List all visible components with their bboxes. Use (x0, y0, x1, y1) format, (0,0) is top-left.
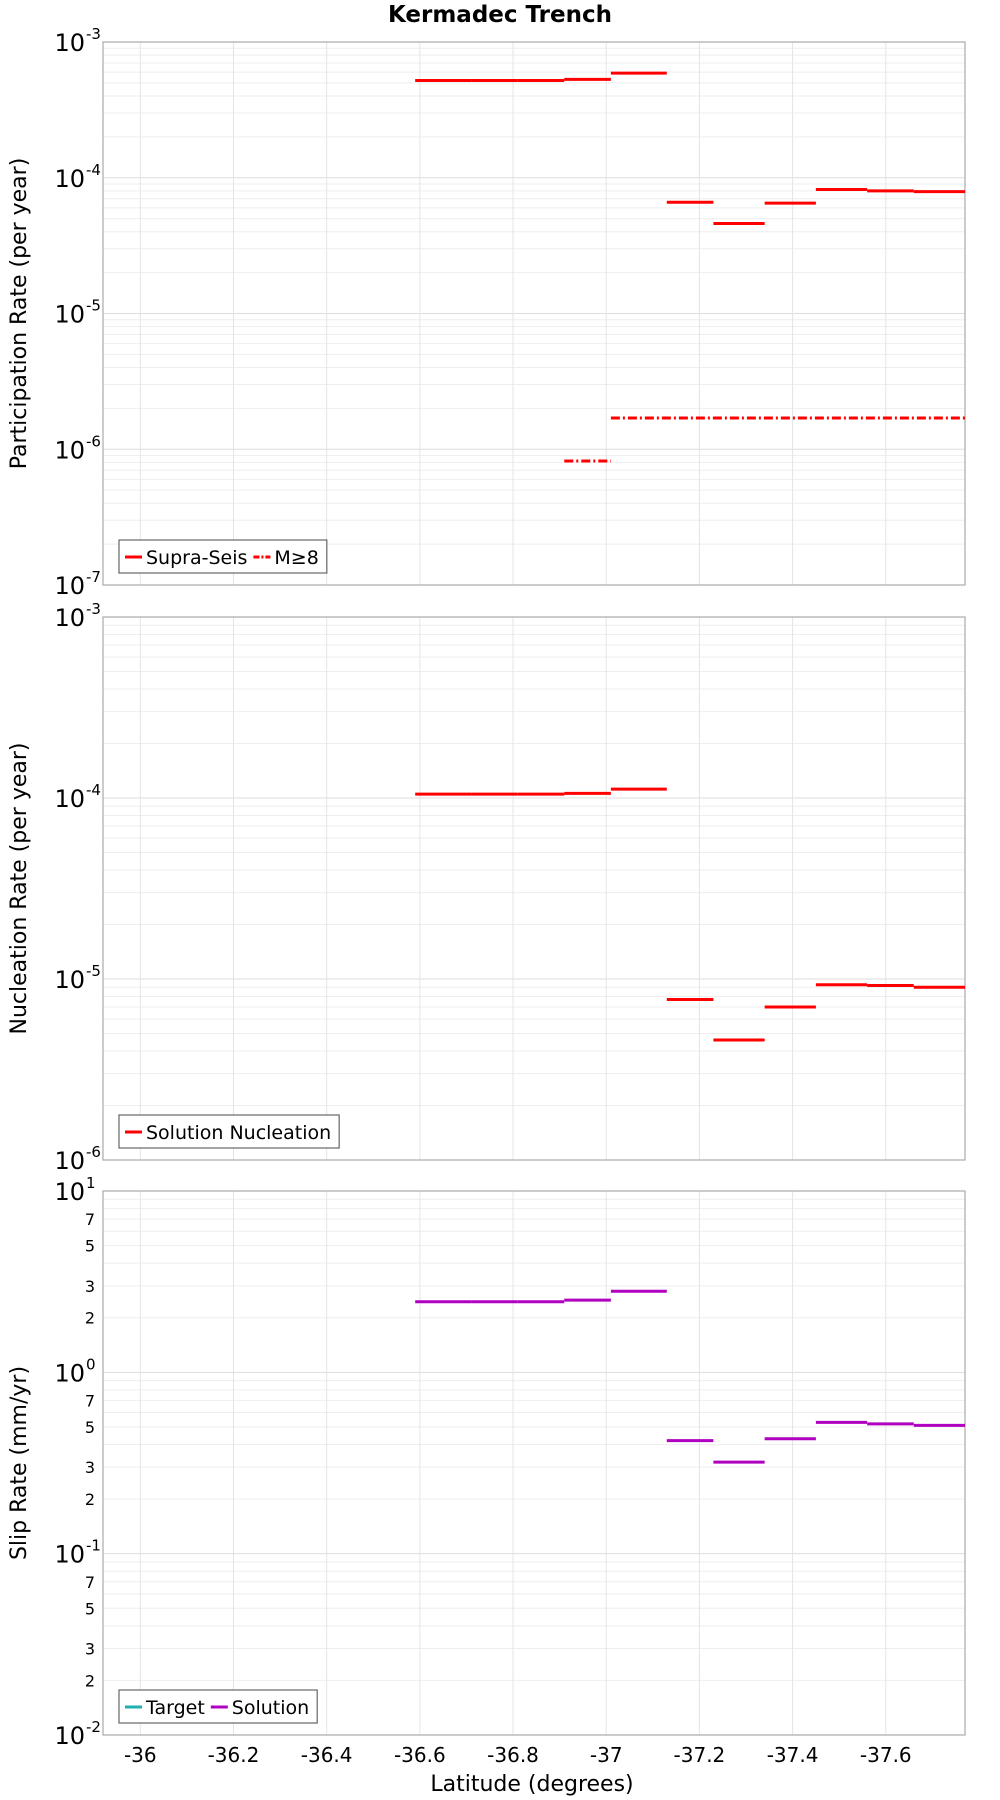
y-minor-tick-label: 2 (85, 1671, 95, 1690)
legend-label: Supra-Seis (146, 547, 247, 569)
y-tick-label: 10 (54, 301, 85, 329)
legend-label: M≥8 (274, 547, 318, 569)
y-minor-tick-label: 2 (85, 1490, 95, 1509)
y-tick-label: 10 (54, 1722, 85, 1750)
x-tick-label: -36.2 (208, 1743, 260, 1767)
legend-box (118, 539, 328, 574)
y-tick-base: 10 (54, 301, 85, 329)
legend: Supra-Seis M≥8 (118, 539, 328, 574)
y-tick-base: 10 (54, 785, 85, 813)
y-tick-base: 10 (54, 966, 85, 994)
plot-frame (102, 41, 966, 586)
x-tick-label: -36.8 (487, 1743, 539, 1767)
y-tick-base: 10 (54, 1178, 85, 1206)
y-minor-tick-label: 3 (85, 1458, 95, 1477)
y-minor-tick-label: 7 (85, 1210, 95, 1229)
x-tick-label: -37.4 (767, 1743, 819, 1767)
y-tick-label: 10 (54, 604, 85, 632)
y-tick-exponent: -7 (86, 568, 101, 586)
y-minor-tick-label: 5 (85, 1418, 95, 1437)
y-tick-exponent: 0 (86, 1355, 96, 1373)
y-axis-label: Participation Rate (per year) (7, 158, 32, 470)
legend: Target Solution (118, 1689, 318, 1724)
y-axis-label: Slip Rate (mm/yr) (7, 1366, 32, 1560)
legend-label: Target (145, 1697, 205, 1719)
legend-box (118, 1114, 340, 1149)
y-tick-label: 10 (54, 165, 85, 193)
y-tick-label: 10 (54, 436, 85, 464)
y-tick-base: 10 (54, 1359, 85, 1387)
y-minor-tick-label: 5 (85, 1237, 95, 1256)
x-tick-label: -37 (590, 1743, 623, 1767)
y-tick-label: 10 (54, 1147, 85, 1175)
x-tick-label: -36.4 (301, 1743, 353, 1767)
y-tick-exponent: -1 (86, 1537, 101, 1555)
y-tick-exponent: 1 (86, 1174, 96, 1192)
y-tick-exponent: -5 (86, 297, 101, 315)
y-minor-tick-label: 7 (85, 1391, 95, 1410)
y-tick-base: 10 (54, 29, 85, 57)
y-tick-base: 10 (54, 1722, 85, 1750)
y-tick-label: 10 (54, 966, 85, 994)
y-tick-exponent: -2 (86, 1718, 101, 1736)
y-tick-exponent: -4 (86, 161, 101, 179)
y-tick-label: 10 (54, 1178, 85, 1206)
y-tick-label: 10 (54, 572, 85, 600)
plot-frame (102, 616, 966, 1161)
y-tick-exponent: -3 (86, 600, 101, 618)
legend-label: Solution (232, 1697, 309, 1719)
y-tick-exponent: -3 (86, 25, 101, 43)
y-minor-tick-label: 5 (85, 1599, 95, 1618)
x-axis-label: Latitude (degrees) (430, 1772, 633, 1797)
chart-title: Kermadec Trench (388, 2, 612, 28)
y-tick-exponent: -5 (86, 962, 101, 980)
y-tick-label: 10 (54, 1359, 85, 1387)
y-tick-exponent: -6 (86, 1143, 101, 1161)
y-tick-label: 10 (54, 785, 85, 813)
y-tick-base: 10 (54, 436, 85, 464)
y-tick-base: 10 (54, 165, 85, 193)
plot-area (103, 617, 965, 1160)
y-tick-label: 10 (54, 1541, 85, 1569)
y-minor-tick-label: 7 (85, 1573, 95, 1592)
y-tick-base: 10 (54, 572, 85, 600)
y-minor-tick-label: 2 (85, 1309, 95, 1328)
x-tick-label: -37.6 (860, 1743, 912, 1767)
x-tick-label: -36.6 (394, 1743, 446, 1767)
y-tick-base: 10 (54, 604, 85, 632)
x-tick-label: -36 (124, 1743, 157, 1767)
y-axis-label: Nucleation Rate (per year) (7, 743, 32, 1035)
y-tick-base: 10 (54, 1541, 85, 1569)
y-tick-exponent: -6 (86, 432, 101, 450)
y-tick-base: 10 (54, 1147, 85, 1175)
legend-label: Solution Nucleation (146, 1122, 331, 1144)
y-minor-tick-label: 3 (85, 1277, 95, 1296)
plot-area (103, 1191, 965, 1735)
y-tick-exponent: -4 (86, 781, 101, 799)
legend: Solution Nucleation (118, 1114, 340, 1149)
plot-frame (102, 1190, 966, 1736)
y-minor-tick-label: 3 (85, 1639, 95, 1658)
x-tick-label: -37.2 (674, 1743, 726, 1767)
y-tick-label: 10 (54, 29, 85, 57)
